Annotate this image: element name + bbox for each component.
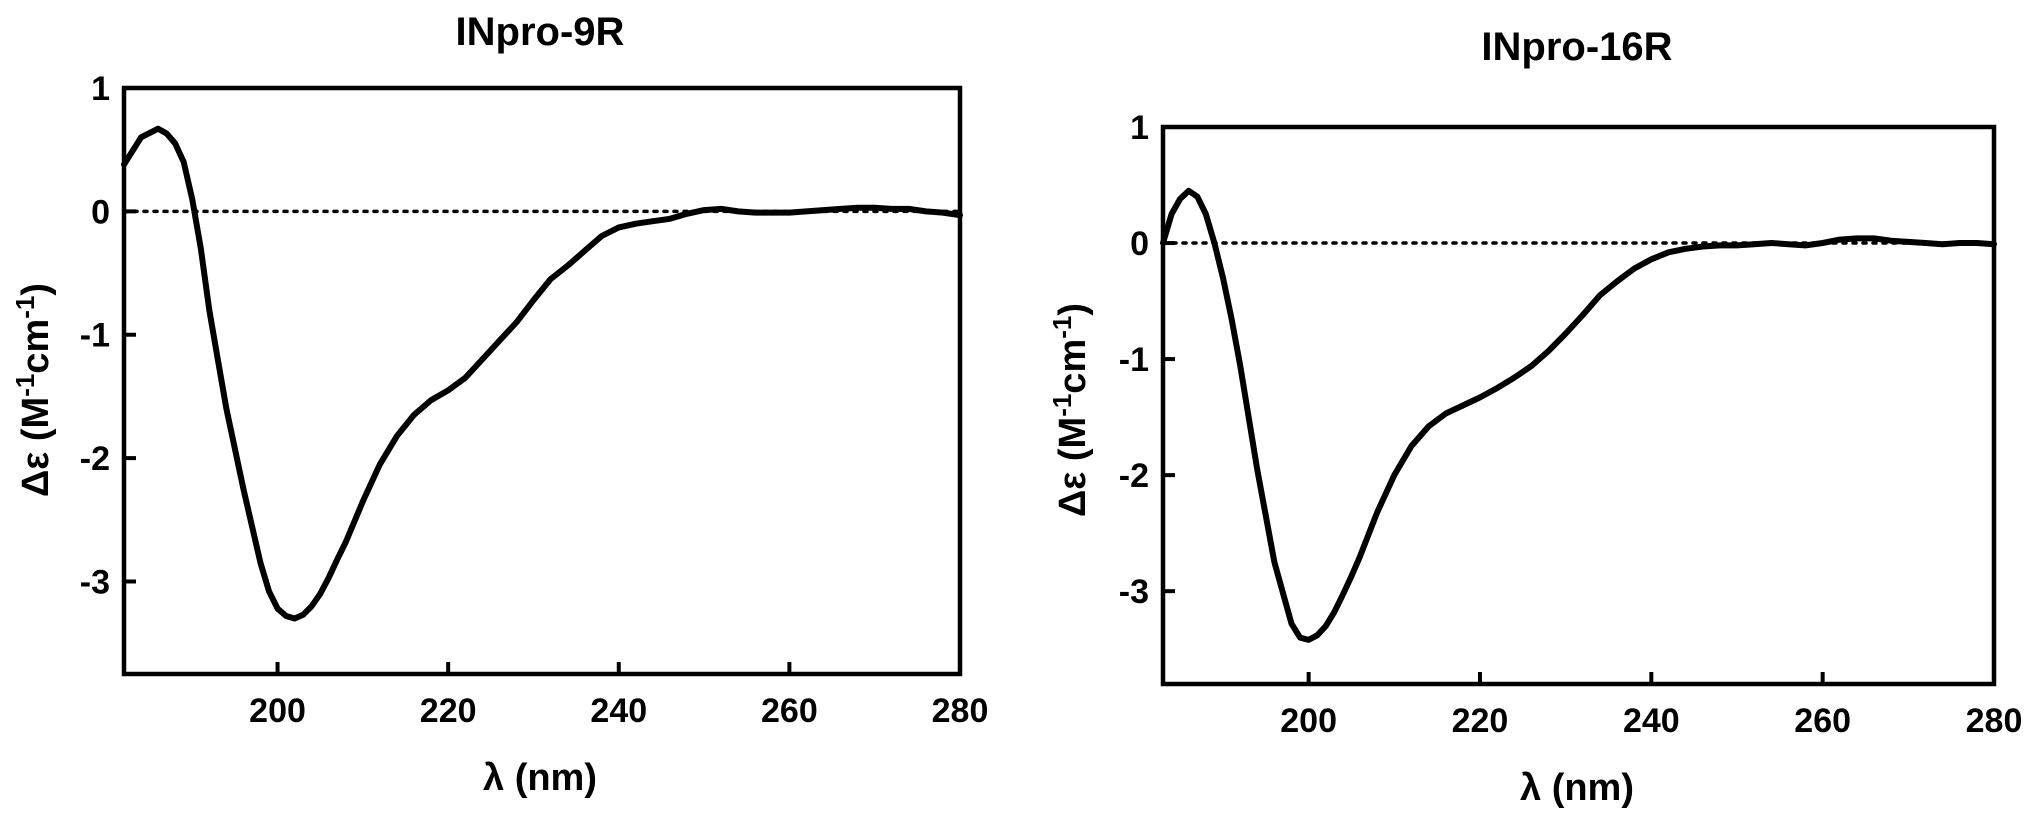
x-tick-label: 280 <box>1966 702 2023 740</box>
chart-title: INpro-16R <box>1481 25 1672 69</box>
y-axis-label: Δε (M-1cm-1) <box>10 283 57 497</box>
y-tick-label: 1 <box>1130 109 1149 147</box>
y-tick-label: -1 <box>80 317 110 355</box>
plot-frame <box>1160 124 1997 687</box>
series-line-1 <box>121 125 963 622</box>
y-axis-label-superscript: -1 <box>1047 394 1077 417</box>
x-axis-label: λ (nm) <box>1520 767 1634 809</box>
chart-panel-1: INpro-9R 200 220 240 260 280 1 0 -1 -2 -3 λ (nm) Δε … <box>10 10 988 799</box>
y-tick-label: 0 <box>1130 225 1149 263</box>
x-tick-label: 260 <box>1794 702 1851 740</box>
y-tick-label: -2 <box>80 440 110 478</box>
x-tick-label: 220 <box>1452 702 1509 740</box>
series-line-1 <box>1160 187 1997 643</box>
plot-frame <box>121 85 963 677</box>
x-axis-label: λ (nm) <box>483 757 597 799</box>
y-axis-label-text: ) <box>1052 303 1094 316</box>
y-axis-label-text: cm <box>1052 339 1094 394</box>
y-axis-label: Δε (M-1cm-1) <box>1047 303 1094 517</box>
y-tick-label: 0 <box>91 193 110 231</box>
y-tick-label: 1 <box>91 70 110 108</box>
x-tick-label: 240 <box>590 692 647 730</box>
x-tick-label: 240 <box>1623 702 1680 740</box>
x-tick-label: 260 <box>761 692 818 730</box>
x-tick-label: 200 <box>1280 702 1337 740</box>
y-tick-label: -1 <box>1119 341 1149 379</box>
y-axis-label-superscript: -1 <box>1047 316 1077 339</box>
x-tick-label: 220 <box>420 692 477 730</box>
chart-panel-2: INpro-16R 200 220 240 260 280 1 0 -1 -2 -3 λ (nm) Δε… <box>1047 25 2022 809</box>
y-tick-label: -3 <box>80 563 110 601</box>
y-axis-label-text: ) <box>15 283 57 296</box>
chart-title: INpro-9R <box>456 10 625 54</box>
y-tick-label: -3 <box>1119 573 1149 611</box>
y-axis-label-text: cm <box>15 319 57 374</box>
y-axis-label-text: Δε (M <box>15 397 57 497</box>
x-tick-label: 200 <box>249 692 306 730</box>
y-axis-label-superscript: -1 <box>10 374 40 397</box>
y-axis-label-superscript: -1 <box>10 296 40 319</box>
y-axis-label-text: Δε (M <box>1052 417 1094 517</box>
y-tick-label: -2 <box>1119 457 1149 495</box>
x-tick-label: 280 <box>932 692 989 730</box>
